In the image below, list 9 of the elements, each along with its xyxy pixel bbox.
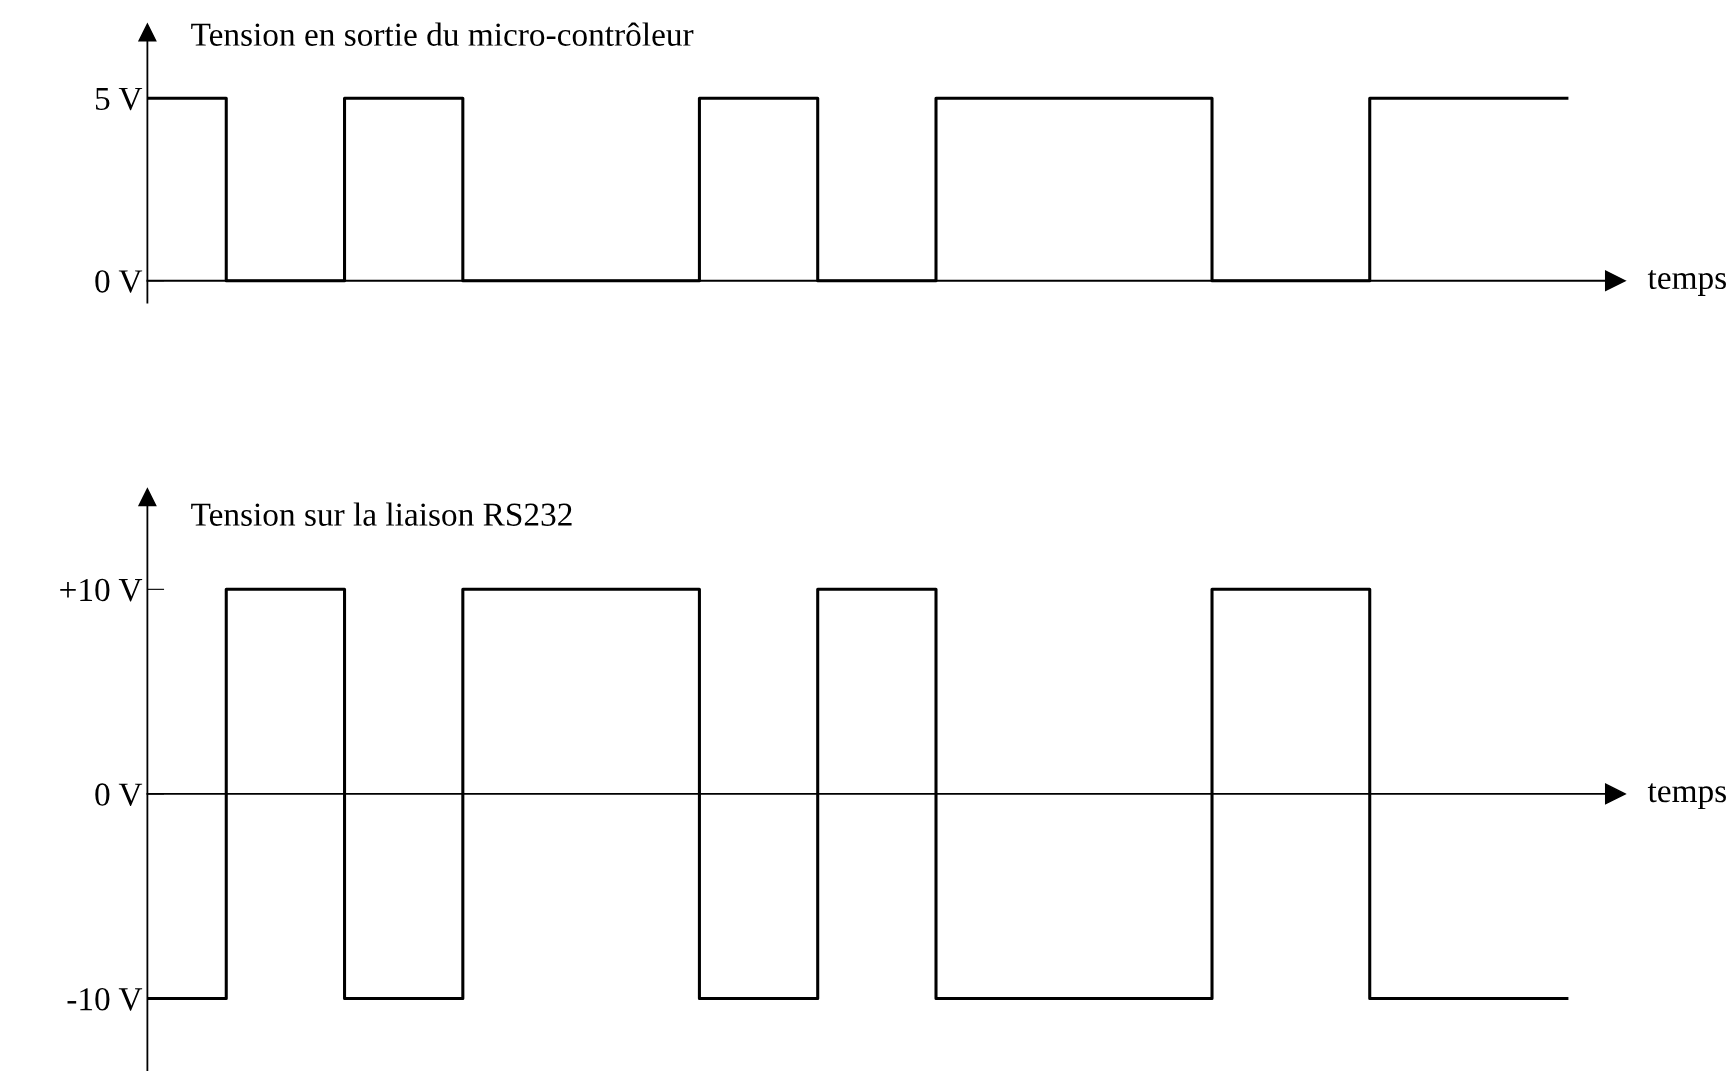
y-tick-label: 0 V bbox=[95, 783, 143, 807]
y-tick-label: -10 V bbox=[67, 987, 143, 1011]
chart-title: Tension en sortie du micro-contrôleur bbox=[191, 22, 694, 46]
y-tick-label: +10 V bbox=[60, 578, 143, 602]
y-tick-label: 5 V bbox=[95, 87, 143, 111]
x-axis-title: temps bbox=[1647, 783, 1726, 810]
chart-title: Tension sur la liaison RS232 bbox=[191, 502, 572, 526]
x-axis-title: temps bbox=[1647, 270, 1726, 296]
y-tick-label: 0 V bbox=[95, 270, 143, 293]
